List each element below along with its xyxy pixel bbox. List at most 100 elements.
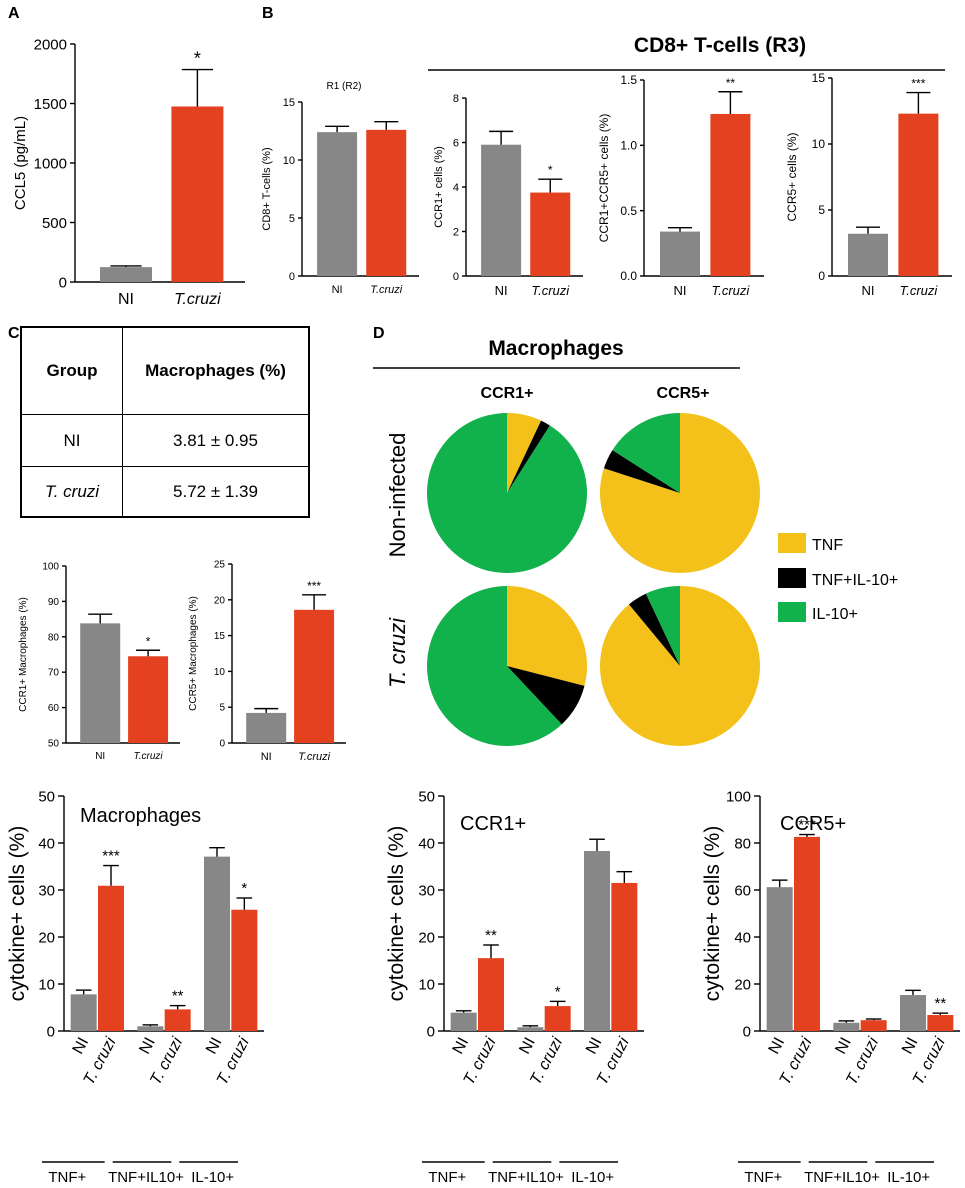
chart-e1: 0 10 20 30 40 50 cytokine+ cells (%) Macrophage… — [6, 788, 264, 1186]
y-tick-label: 50 — [418, 788, 435, 805]
group-label: TNF+ — [48, 1169, 86, 1186]
x-tick-label: NI — [766, 1035, 789, 1057]
pie-slice — [603, 450, 680, 493]
table-header-group: Group — [22, 328, 123, 414]
pie-legend: TNF TNF+IL-10+ IL-10+ — [778, 533, 898, 623]
legend-label-il10: IL-10+ — [812, 606, 858, 623]
pie-d-pie-ni-ccr5 — [599, 413, 760, 573]
group-label: IL-10+ — [571, 1169, 614, 1186]
bar — [860, 1020, 887, 1031]
group-label: TNF+IL10+ — [804, 1169, 880, 1186]
bar — [517, 1027, 544, 1031]
cd8-group-title: CD8+ T-cells (R3) — [634, 34, 806, 57]
x-tick-label: NI — [495, 283, 508, 298]
bar — [848, 233, 888, 276]
table-header-value: Macrophages (%) — [145, 361, 286, 380]
y-axis-label: cytokine+ cells (%) — [701, 826, 724, 1002]
pie-d-pie-ni-ccr1 — [426, 413, 587, 573]
pie-col-ccr1: CCR1+ — [481, 385, 534, 402]
y-tick-label: 15 — [214, 631, 226, 642]
pie-slice — [612, 413, 680, 493]
bar — [766, 887, 793, 1031]
y-tick-label: 5 — [818, 203, 825, 217]
y-tick-label: 15 — [283, 97, 295, 109]
x-tick-label: T.cruzi — [711, 283, 750, 298]
y-tick-label: 4 — [453, 182, 459, 194]
bar — [317, 132, 358, 276]
chart-c2: 0 5 10 15 20 25 CCR5+ Macrophages (%) NI *** T.cr… — [188, 560, 346, 763]
pie-slice — [426, 413, 587, 573]
panel-label-c: C — [8, 325, 20, 342]
y-tick-label: 100 — [42, 562, 59, 573]
bar — [294, 609, 335, 743]
significance-label: *** — [798, 817, 816, 834]
y-tick-label: 0.5 — [620, 204, 637, 218]
legend-label-tnf: TNF — [812, 537, 843, 554]
table-cell-group: T. cruzi — [22, 467, 123, 517]
pie-slice — [507, 413, 542, 493]
pie-row-tcruzi: T. cruzi — [385, 617, 410, 688]
x-tick-label: NI — [583, 1035, 606, 1057]
bar — [80, 623, 121, 743]
bar — [204, 856, 230, 1031]
y-tick-label: 1000 — [34, 155, 67, 172]
x-tick-label: T.cruzi — [531, 283, 570, 298]
bar — [544, 1006, 571, 1031]
y-axis-label: CCR1+ cells (%) — [433, 146, 445, 228]
group-label: TNF+ — [428, 1169, 466, 1186]
group-label: IL-10+ — [191, 1169, 234, 1186]
y-axis-label: CCR1+CCR5+ cells (%) — [597, 114, 611, 243]
y-tick-label: 5 — [289, 213, 295, 225]
bar — [710, 113, 751, 277]
y-tick-label: 6 — [453, 137, 459, 149]
y-tick-label: 0 — [289, 271, 295, 283]
legend-swatch-il10 — [778, 602, 806, 622]
significance-label: * — [548, 163, 553, 177]
y-tick-label: 70 — [48, 668, 60, 679]
y-tick-label: 10 — [418, 976, 435, 993]
bar — [530, 192, 571, 276]
pie-slice — [629, 593, 680, 666]
x-tick-label: NI — [516, 1035, 539, 1057]
bar — [100, 267, 152, 282]
y-tick-label: 0 — [818, 269, 825, 283]
significance-label: ** — [726, 76, 736, 90]
y-tick-label: 30 — [38, 882, 55, 899]
table-row: NI 3.81 ± 0.95 — [22, 415, 308, 467]
bar — [450, 1012, 477, 1031]
bar — [137, 1026, 164, 1031]
y-tick-label: 5 — [219, 703, 225, 714]
y-tick-label: 1500 — [34, 96, 67, 113]
bar — [833, 1022, 860, 1031]
x-tick-label: NI — [70, 1035, 93, 1057]
y-tick-label: 100 — [726, 788, 751, 805]
bar — [366, 129, 407, 276]
y-tick-label: 80 — [48, 632, 60, 643]
y-tick-label: 60 — [48, 703, 60, 714]
chart-c1: 50 60 70 80 90 100 CCR1+ Macrophages (%) NI * T.c… — [18, 562, 180, 762]
y-tick-label: 0 — [47, 1023, 55, 1040]
chart-title: CCR1+ — [460, 813, 526, 835]
x-tick-label: T.cruzi — [899, 283, 938, 298]
pie-row-noninfected: Non-infected — [385, 433, 410, 558]
significance-label: * — [241, 880, 247, 897]
bar — [900, 995, 926, 1031]
table-cell-group: NI — [22, 415, 123, 466]
y-tick-label: 1.0 — [620, 139, 637, 153]
bar — [481, 144, 522, 276]
group-label: TNF+IL10+ — [108, 1169, 184, 1186]
pie-group — [426, 413, 760, 746]
bar — [478, 958, 504, 1031]
y-tick-label: 20 — [418, 929, 435, 946]
bar — [128, 656, 169, 743]
significance-label: * — [194, 49, 201, 69]
significance-label: ** — [934, 995, 946, 1012]
significance-label: * — [555, 983, 561, 1000]
chart-b2: 0 2 4 6 8 CCR1+ cells (%) NI * T.cruzi — [433, 93, 583, 298]
y-tick-label: 2 — [453, 226, 459, 238]
y-axis-label: cytokine+ cells (%) — [385, 826, 408, 1002]
y-tick-label: 1.5 — [620, 73, 637, 87]
pie-d-pie-tc-ccr5 — [600, 586, 760, 746]
y-tick-label: 8 — [453, 93, 459, 105]
bar — [898, 113, 939, 276]
